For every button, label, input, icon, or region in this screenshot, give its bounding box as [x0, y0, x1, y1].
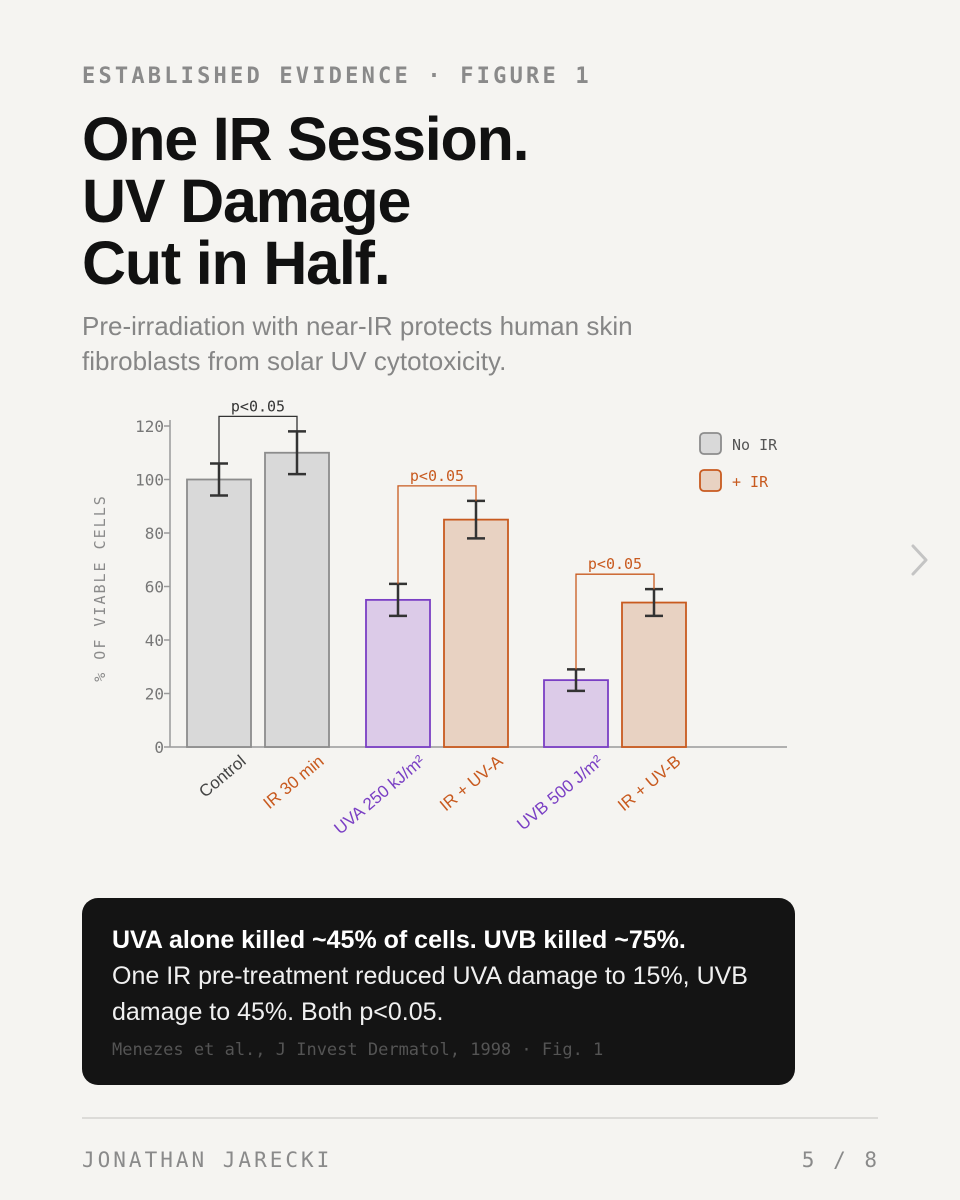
legend-swatch [699, 432, 722, 455]
significance-bracket [218, 415, 298, 464]
chevron-right-icon [911, 544, 928, 576]
x-tick-label: UVA 250 kJ/m² [330, 751, 428, 838]
page-indicator: 5 / 8 [801, 1148, 880, 1172]
y-tick-label: 20 [145, 685, 164, 704]
x-tick-label: IR + UV-A [436, 751, 507, 815]
bar-2 [365, 598, 431, 748]
x-tick-label: IR 30 min [260, 752, 328, 813]
eyebrow-label: ESTABLISHED EVIDENCE · FIGURE 1 [82, 64, 592, 89]
title-line-3: Cut in Half. [82, 229, 391, 297]
legend-label: No IR [732, 436, 778, 454]
page-title: One IR Session. UV Damage Cut in Half. [82, 108, 802, 294]
significance-label: p<0.05 [410, 467, 464, 485]
author-name: JONATHAN JARECKI [82, 1148, 333, 1172]
x-tick-label: IR + UV-B [614, 752, 684, 815]
key-finding-callout: UVA alone killed ~45% of cells. UVB kill… [82, 898, 795, 1085]
significance-label: p<0.05 [231, 397, 285, 415]
bar-1 [264, 451, 330, 748]
legend-label: + IR [732, 473, 769, 491]
y-tick-label: 120 [135, 417, 164, 436]
y-tick-label: 0 [154, 738, 164, 757]
y-tick-label: 100 [135, 471, 164, 490]
x-tick-label: UVB 500 J/m² [513, 751, 607, 834]
footer-divider [82, 1117, 878, 1119]
bar-3 [443, 518, 509, 748]
callout-citation: Menezes et al., J Invest Dermatol, 1998 … [112, 1040, 604, 1060]
y-tick-label: 80 [145, 524, 164, 543]
callout-body: One IR pre-treatment reduced UVA damage … [112, 962, 748, 1026]
bar-0 [186, 478, 252, 748]
next-slide-button[interactable] [900, 540, 940, 580]
significance-bracket [397, 485, 477, 584]
y-axis-label: % OF VIABLE CELLS [91, 494, 109, 682]
significance-bracket [575, 573, 655, 670]
bar-5 [621, 601, 687, 748]
subtitle: Pre-irradiation with near-IR protects hu… [82, 311, 633, 376]
legend-swatch [699, 469, 722, 492]
y-tick-label: 60 [145, 578, 164, 597]
title-line-2: UV Damage [82, 167, 411, 235]
y-tick-label: 40 [145, 631, 164, 650]
title-line-1: One IR Session. [82, 105, 530, 173]
significance-label: p<0.05 [588, 555, 642, 573]
callout-headline: UVA alone killed ~45% of cells. UVB kill… [112, 926, 686, 954]
x-tick-label: Control [195, 752, 249, 802]
